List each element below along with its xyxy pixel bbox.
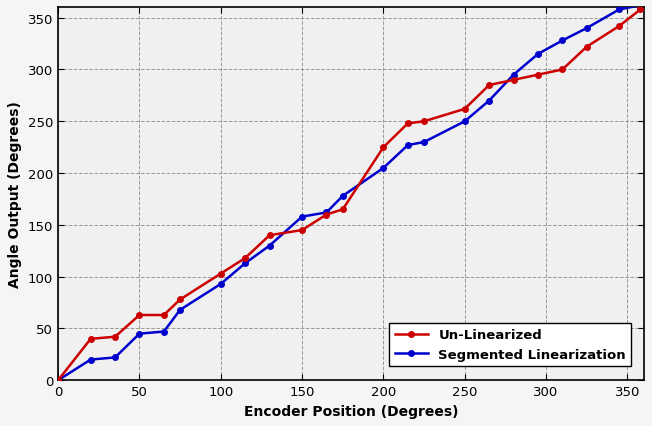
Un-Linearized (636, 8, 644, 13)
Segmented Linearization (615, 8, 623, 13)
Line: Segmented Linearization: Segmented Linearization (55, 3, 643, 383)
Un-Linearized (534, 73, 542, 78)
Un-Linearized (323, 213, 331, 218)
Segmented Linearization (160, 329, 168, 334)
Un-Linearized (111, 334, 119, 340)
Segmented Linearization (485, 99, 493, 104)
Segmented Linearization (298, 215, 306, 220)
Un-Linearized (510, 78, 518, 83)
Un-Linearized (265, 233, 273, 238)
Segmented Linearization (87, 357, 95, 362)
Y-axis label: Angle Output (Degrees): Angle Output (Degrees) (8, 101, 22, 288)
Segmented Linearization (136, 331, 143, 337)
Un-Linearized (420, 119, 428, 124)
Segmented Linearization (461, 119, 469, 124)
Un-Linearized (176, 297, 184, 302)
Segmented Linearization (379, 166, 387, 171)
Un-Linearized (87, 337, 95, 342)
Segmented Linearization (217, 282, 225, 287)
Un-Linearized (339, 207, 347, 213)
Segmented Linearization (54, 378, 62, 383)
Un-Linearized (379, 145, 387, 150)
Un-Linearized (160, 313, 168, 318)
Segmented Linearization (558, 39, 566, 44)
Un-Linearized (404, 121, 411, 127)
Segmented Linearization (323, 210, 331, 216)
Segmented Linearization (241, 261, 249, 266)
Un-Linearized (298, 228, 306, 233)
Segmented Linearization (176, 308, 184, 313)
Un-Linearized (615, 24, 623, 29)
Segmented Linearization (265, 243, 273, 248)
Un-Linearized (461, 107, 469, 112)
Segmented Linearization (404, 143, 411, 148)
Segmented Linearization (534, 52, 542, 58)
Line: Un-Linearized: Un-Linearized (55, 8, 643, 383)
Un-Linearized (558, 68, 566, 73)
Un-Linearized (485, 83, 493, 88)
X-axis label: Encoder Position (Degrees): Encoder Position (Degrees) (244, 404, 458, 417)
Un-Linearized (136, 313, 143, 318)
Un-Linearized (54, 378, 62, 383)
Un-Linearized (217, 271, 225, 276)
Un-Linearized (241, 256, 249, 261)
Segmented Linearization (510, 73, 518, 78)
Segmented Linearization (111, 355, 119, 360)
Segmented Linearization (339, 194, 347, 199)
Segmented Linearization (420, 140, 428, 145)
Segmented Linearization (636, 4, 644, 9)
Legend: Un-Linearized, Segmented Linearization: Un-Linearized, Segmented Linearization (389, 323, 631, 366)
Segmented Linearization (583, 26, 591, 32)
Un-Linearized (583, 45, 591, 50)
